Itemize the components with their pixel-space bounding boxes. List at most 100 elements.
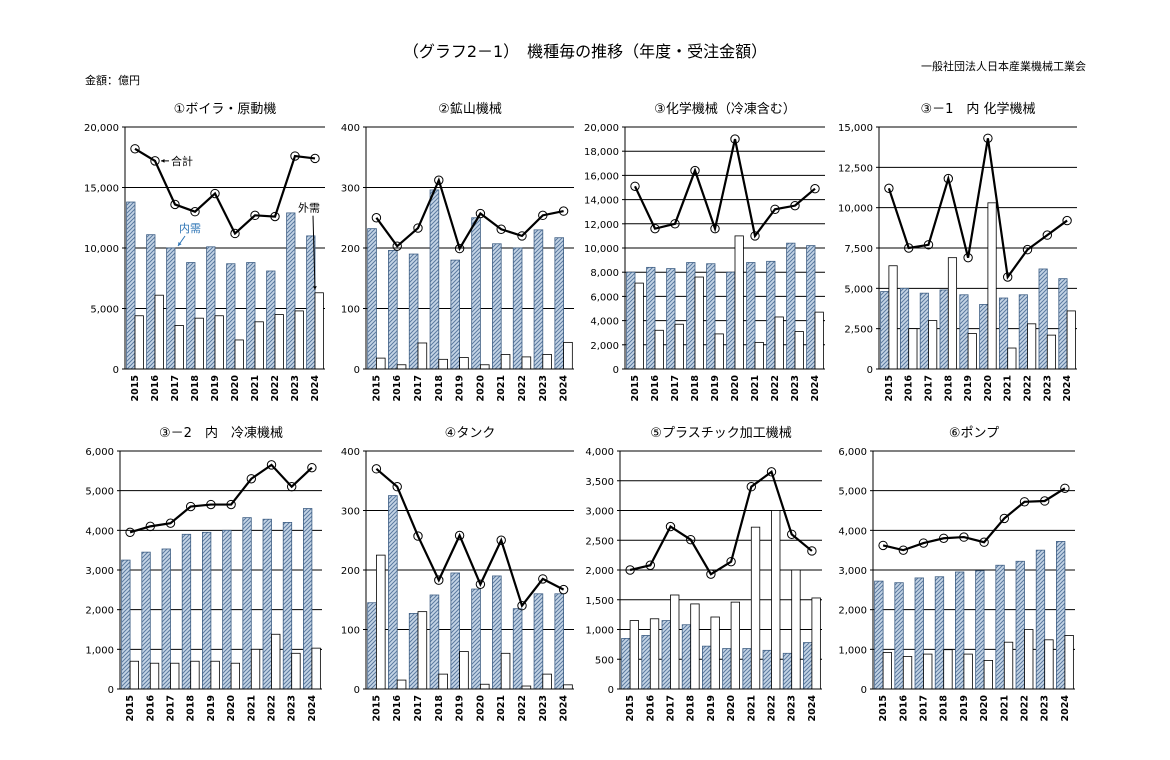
bar-domestic	[782, 652, 793, 690]
x-tick-label: 2021	[746, 695, 757, 721]
total-marker	[170, 199, 180, 210]
x-tick-label: 2021	[496, 695, 507, 721]
bar-domestic	[1015, 560, 1025, 690]
total-marker	[250, 210, 260, 221]
bar-domestic	[1035, 549, 1046, 690]
y-tick-label: 3,000	[838, 566, 867, 577]
bar-domestic	[186, 262, 196, 370]
bar-domestic	[641, 635, 651, 690]
total-marker	[710, 223, 720, 234]
total-marker	[766, 467, 777, 477]
bar-overseas	[563, 341, 573, 370]
total-marker	[1003, 272, 1013, 282]
total-marker	[878, 540, 888, 551]
x-tick-label: 2015	[878, 695, 889, 721]
x-tick-label: 2015	[130, 375, 141, 401]
bar-domestic	[1056, 541, 1066, 690]
bar-overseas	[417, 342, 428, 370]
bar-overseas	[170, 662, 180, 690]
y-tick-label: 100	[341, 626, 360, 637]
chart-title: ⑥ポンプ	[949, 426, 999, 441]
total-marker	[130, 144, 140, 154]
bar-overseas	[214, 315, 224, 370]
x-tick-label: 2019	[959, 695, 970, 721]
bar-domestic	[666, 268, 676, 370]
y-tick-label: 5,000	[838, 487, 867, 498]
total-marker	[690, 165, 700, 176]
bar-domestic	[646, 266, 656, 370]
bar-overseas	[271, 633, 281, 690]
bar-domestic	[1058, 278, 1068, 370]
total-marker	[706, 569, 716, 579]
y-tick-label: 2,000	[585, 566, 614, 577]
bar-overseas	[750, 526, 761, 690]
y-tick-label: 2,500	[585, 536, 614, 547]
bar-overseas	[274, 314, 284, 370]
y-tick-label: 0	[867, 365, 873, 376]
bar-overseas	[1046, 334, 1057, 370]
x-tick-label: 2015	[630, 375, 641, 401]
bar-overseas	[230, 662, 240, 690]
y-tick-label: 1,000	[585, 626, 614, 637]
bar-overseas	[963, 653, 973, 690]
x-tick-label: 2019	[963, 375, 974, 401]
chart-7: ⑤プラスチック加工機械 0 500 1,000 1,500 2,000 2,500 3,000…	[585, 426, 822, 721]
bar-domestic	[762, 649, 772, 690]
bar-overseas	[438, 673, 448, 690]
y-tick-label: 2,500	[844, 325, 873, 336]
x-tick-label: 2018	[686, 695, 697, 722]
bar-domestic	[141, 551, 151, 690]
x-tick-label: 2023	[1042, 375, 1053, 401]
x-tick-label: 2017	[413, 695, 424, 721]
bar-domestic	[742, 648, 752, 690]
total-marker	[517, 231, 527, 241]
bar-overseas	[1024, 629, 1034, 690]
x-tick-label: 2017	[924, 375, 935, 401]
y-tick-label: 1,000	[85, 645, 114, 656]
total-marker	[145, 521, 156, 532]
bar-overseas	[311, 647, 321, 690]
bar-domestic	[746, 262, 756, 370]
total-marker	[230, 228, 240, 239]
x-tick-label: 2018	[943, 375, 954, 402]
y-tick-label: 400	[341, 447, 360, 458]
y-tick-label: 200	[341, 244, 360, 255]
chart-3: ③化学機械（冷凍含む） 0 2,000 4,000 6,000 8,000 10,000 12…	[584, 101, 825, 401]
bar-overseas	[983, 660, 993, 690]
bar-domestic	[450, 259, 461, 370]
bar-domestic	[512, 608, 523, 690]
x-tick-label: 2024	[807, 695, 818, 722]
bar-domestic	[681, 624, 692, 690]
total-marker	[726, 556, 736, 567]
total-marker	[979, 537, 989, 547]
y-tick-label: 4,000	[838, 526, 867, 537]
bar-overseas	[375, 554, 386, 690]
total-marker	[206, 499, 216, 510]
y-tick-label: 0	[613, 365, 619, 376]
x-tick-label: 2024	[310, 375, 321, 402]
bar-overseas	[294, 310, 304, 370]
x-tick-label: 2018	[434, 375, 445, 402]
x-tick-label: 2016	[650, 375, 661, 402]
x-tick-label: 2024	[1060, 695, 1071, 722]
y-tick-label: 15,000	[838, 123, 873, 134]
chart-title: ③－2 内 冷凍機械	[159, 425, 283, 441]
unit-label: 金額：億円	[85, 74, 140, 87]
bar-domestic	[554, 237, 565, 370]
x-tick-label: 2017	[413, 375, 424, 401]
bar-domestic	[1038, 268, 1048, 370]
organization-name: 一般社団法人日本産業機械工業会	[921, 60, 1086, 73]
total-marker	[923, 240, 934, 250]
total-marker	[939, 533, 949, 543]
y-tick-label: 2,000	[590, 341, 619, 352]
x-tick-label: 2019	[455, 695, 466, 721]
total-marker	[246, 474, 257, 484]
total-marker	[210, 188, 220, 199]
bar-overseas	[134, 315, 144, 370]
y-tick-label: 0	[113, 365, 119, 376]
x-tick-label: 2016	[145, 695, 156, 722]
bar-overseas	[521, 356, 532, 370]
y-tick-label: 0	[354, 365, 360, 376]
chart-5: ③－2 内 冷凍機械 0 1,000 2,000 3,000 4,000 5,000 6,00…	[85, 425, 322, 721]
total-marker	[630, 181, 640, 191]
